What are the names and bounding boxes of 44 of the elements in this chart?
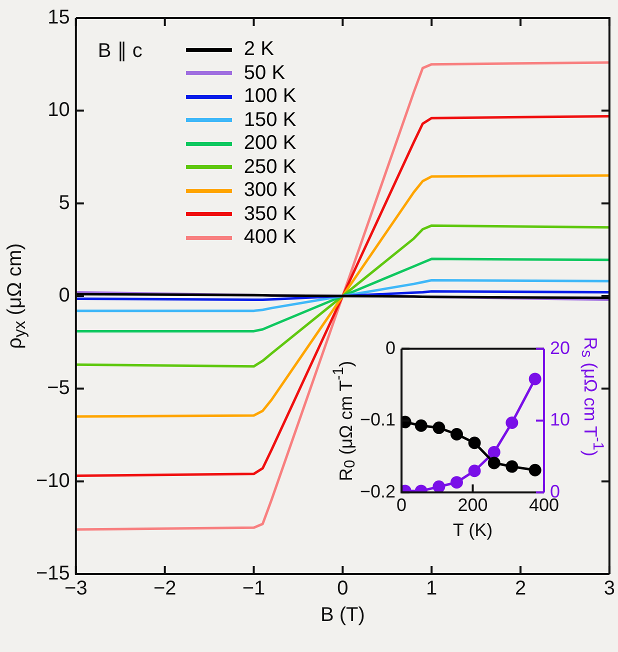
x-tick-label: −2 bbox=[153, 578, 176, 600]
legend-label: 150 K bbox=[244, 108, 296, 132]
point bbox=[468, 464, 481, 478]
x-axis-title: T (K) bbox=[452, 520, 493, 542]
point bbox=[506, 416, 518, 430]
annotation: B ∥ c bbox=[98, 39, 142, 63]
legend-label: 2 K bbox=[244, 38, 274, 62]
point bbox=[450, 428, 463, 440]
legend-label: 50 K bbox=[244, 62, 286, 85]
y-tick-label: −5 bbox=[47, 377, 70, 400]
x-tick-label: −1 bbox=[242, 578, 266, 600]
legend-label: 300 K bbox=[244, 179, 296, 202]
point bbox=[506, 460, 518, 473]
x-tick-label: 1 bbox=[426, 578, 438, 600]
y2-tick-label: 10 bbox=[550, 410, 570, 430]
legend-label: 200 K bbox=[244, 132, 296, 156]
y-tick-label: −10 bbox=[36, 470, 70, 492]
point bbox=[414, 419, 428, 432]
point bbox=[528, 464, 542, 476]
point bbox=[468, 436, 481, 450]
legend-label: 400 K bbox=[244, 226, 296, 250]
y-tick-label: 10 bbox=[48, 99, 70, 122]
y-tick-label: −15 bbox=[36, 562, 70, 585]
legend-label: 350 K bbox=[244, 202, 296, 226]
point bbox=[432, 480, 446, 492]
point bbox=[432, 422, 446, 434]
legend-label: 100 K bbox=[244, 85, 296, 108]
x-tick-label: 3 bbox=[604, 578, 615, 600]
point bbox=[528, 372, 542, 386]
point bbox=[450, 476, 463, 489]
x-tick-label: 2 bbox=[514, 578, 526, 600]
y-tick-label: 5 bbox=[58, 192, 70, 214]
x-tick-label: 200 bbox=[458, 495, 488, 516]
point bbox=[488, 446, 500, 458]
legend-label: 250 K bbox=[244, 156, 296, 179]
y-tick-label: −0.1 bbox=[360, 410, 396, 430]
y-tick-label: −0.2 bbox=[360, 481, 396, 502]
y2-tick-label: 20 bbox=[550, 338, 570, 358]
y-tick-label: 0 bbox=[386, 338, 396, 358]
point bbox=[488, 456, 500, 470]
x-axis-title: B (T) bbox=[320, 604, 365, 627]
x-tick-label: 0 bbox=[337, 578, 348, 600]
y-tick-label: 0 bbox=[58, 284, 70, 307]
y-tick-label: 15 bbox=[48, 6, 70, 29]
